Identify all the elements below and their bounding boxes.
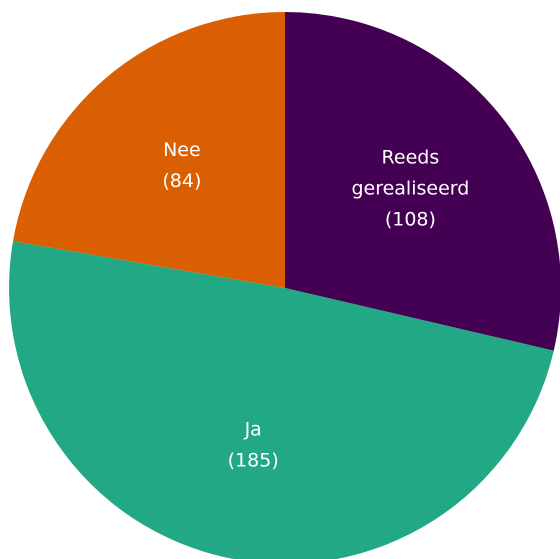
pie-slice-2 — [13, 12, 286, 288]
pie-slice-2-label: Nee — [163, 139, 201, 161]
pie-slice-2-value: (84) — [162, 170, 201, 192]
pie-slices — [9, 12, 560, 559]
pie-slice-1-label: Ja — [244, 418, 262, 440]
pie-slice-0-value: (108) — [385, 208, 436, 230]
pie-slice-0-label: Reeds — [382, 146, 440, 168]
pie-slice-0-label: gerealiseerd — [351, 177, 469, 199]
pie-slice-1-value: (185) — [228, 449, 279, 471]
pie-slice-0 — [285, 12, 560, 351]
pie-slice-1 — [9, 241, 554, 559]
pie-labels: Reeds gerealiseerd (108) Ja (185) Nee (84) — [162, 139, 469, 471]
